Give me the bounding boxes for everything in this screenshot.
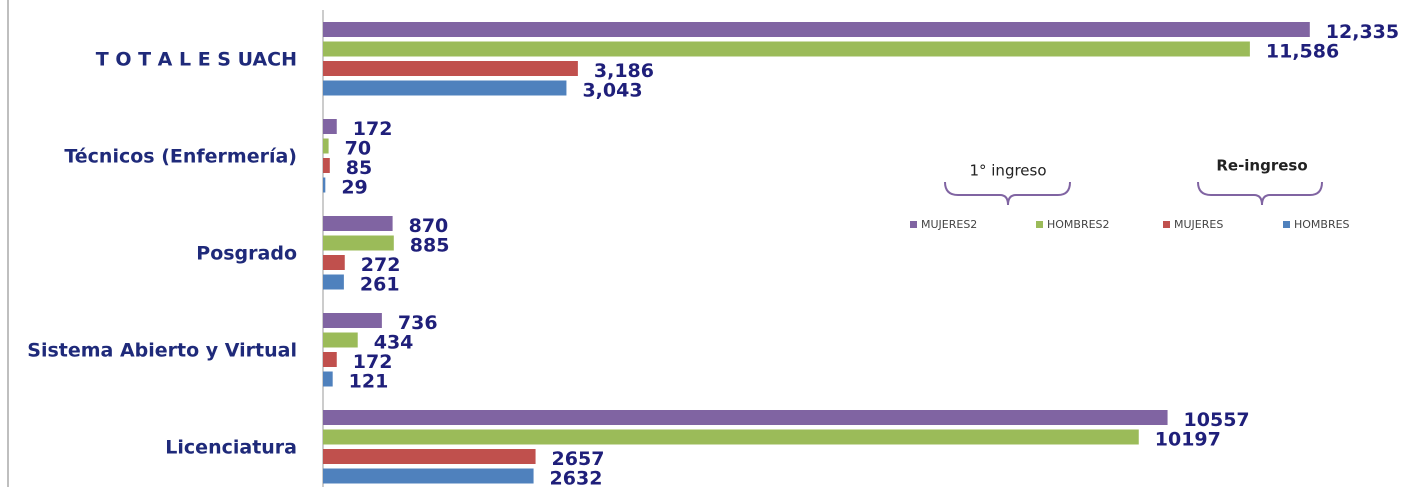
bar xyxy=(323,332,358,348)
value-label: 70 xyxy=(345,138,371,160)
value-label: 3,186 xyxy=(594,60,654,82)
value-label: 736 xyxy=(398,312,438,334)
bar xyxy=(323,274,344,290)
bar xyxy=(323,235,394,251)
category-label: Posgrado xyxy=(196,242,297,264)
bar xyxy=(323,61,578,76)
bar xyxy=(323,138,329,154)
bar xyxy=(323,158,330,173)
value-label: 272 xyxy=(361,254,401,276)
value-label: 885 xyxy=(410,235,450,257)
bracket xyxy=(944,181,1071,206)
legend-swatch xyxy=(1036,221,1043,228)
bar xyxy=(323,352,337,367)
category-label: Técnicos (Enfermería) xyxy=(64,145,297,167)
bar xyxy=(323,255,345,270)
bar xyxy=(323,371,333,387)
legend-label: MUJERES2 xyxy=(921,218,977,231)
value-label: 172 xyxy=(353,118,393,140)
value-label: 10557 xyxy=(1184,409,1250,431)
value-label: 3,043 xyxy=(582,80,642,102)
value-label: 11,586 xyxy=(1266,41,1339,63)
bracket xyxy=(1197,181,1323,206)
legend-label: MUJERES xyxy=(1174,218,1223,231)
category-label: Sistema Abierto y Virtual xyxy=(27,339,297,361)
bar xyxy=(323,22,1310,37)
category-label: Licenciatura xyxy=(165,436,297,458)
legend-label: HOMBRES xyxy=(1294,218,1350,231)
legend-swatch xyxy=(1163,221,1170,228)
value-label: 870 xyxy=(409,215,449,237)
legend-label: HOMBRES2 xyxy=(1047,218,1110,231)
value-label: 261 xyxy=(360,274,400,296)
value-label: 121 xyxy=(349,371,389,393)
value-label: 434 xyxy=(374,332,414,354)
value-label: 2632 xyxy=(550,468,603,487)
bar xyxy=(323,313,382,328)
value-label: 172 xyxy=(353,351,393,373)
value-label: 12,335 xyxy=(1326,21,1399,43)
bar xyxy=(323,41,1250,57)
bar xyxy=(323,216,393,231)
category-label: T O T A L E S UACH xyxy=(96,48,297,70)
annotation: Re-ingreso xyxy=(1216,157,1307,175)
value-label: 2657 xyxy=(552,448,605,470)
bar xyxy=(323,119,337,134)
legend-swatch xyxy=(910,221,917,228)
legend-swatch xyxy=(1283,221,1290,228)
value-label: 10197 xyxy=(1155,429,1221,451)
bar xyxy=(323,449,536,464)
bar xyxy=(323,80,567,96)
value-label: 29 xyxy=(341,177,367,199)
value-label: 85 xyxy=(346,157,372,179)
bar xyxy=(323,177,326,193)
bar xyxy=(323,468,534,484)
bar xyxy=(323,410,1168,425)
annotation: 1° ingreso xyxy=(969,162,1046,180)
bar xyxy=(323,429,1139,445)
